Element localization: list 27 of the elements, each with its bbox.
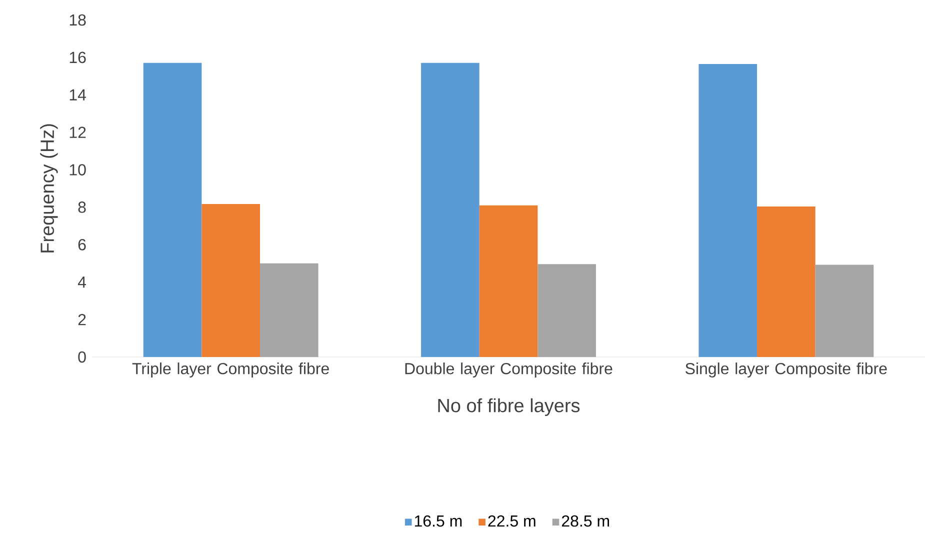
bar [757,206,816,357]
y-tick-label: 14 [70,89,86,100]
bar [260,263,318,357]
y-tick-label: 18 [70,14,86,26]
legend-label: 16.5 m [414,515,462,527]
x-tick-label: Double layer Composite fibre [405,362,612,378]
bar [538,264,596,357]
legend-label: 22.5 m [488,515,536,527]
y-tick-label: 2 [78,314,86,326]
bar [698,64,758,357]
y-tick-label: 0 [78,351,86,363]
bar [421,62,480,357]
bar [479,205,538,357]
bar [202,204,260,357]
y-tick-label: 4 [78,276,86,288]
y-tick-label: 16 [70,52,86,64]
y-tick-label: 8 [78,202,86,213]
bar [143,62,202,357]
y-tick-label: 6 [78,239,86,250]
y-axis-title: Frequency (Hz) [40,124,58,252]
y-tick-label: 12 [70,126,86,138]
x-tick-label: Triple layer Composite fibre [132,362,329,378]
legend-label: 28.5 m [562,515,609,527]
bar [815,264,874,357]
x-axis-title: No of fibre layers [438,398,580,416]
x-tick-label: Single layer Composite fibre [686,362,887,378]
y-tick-label: 10 [70,164,86,176]
